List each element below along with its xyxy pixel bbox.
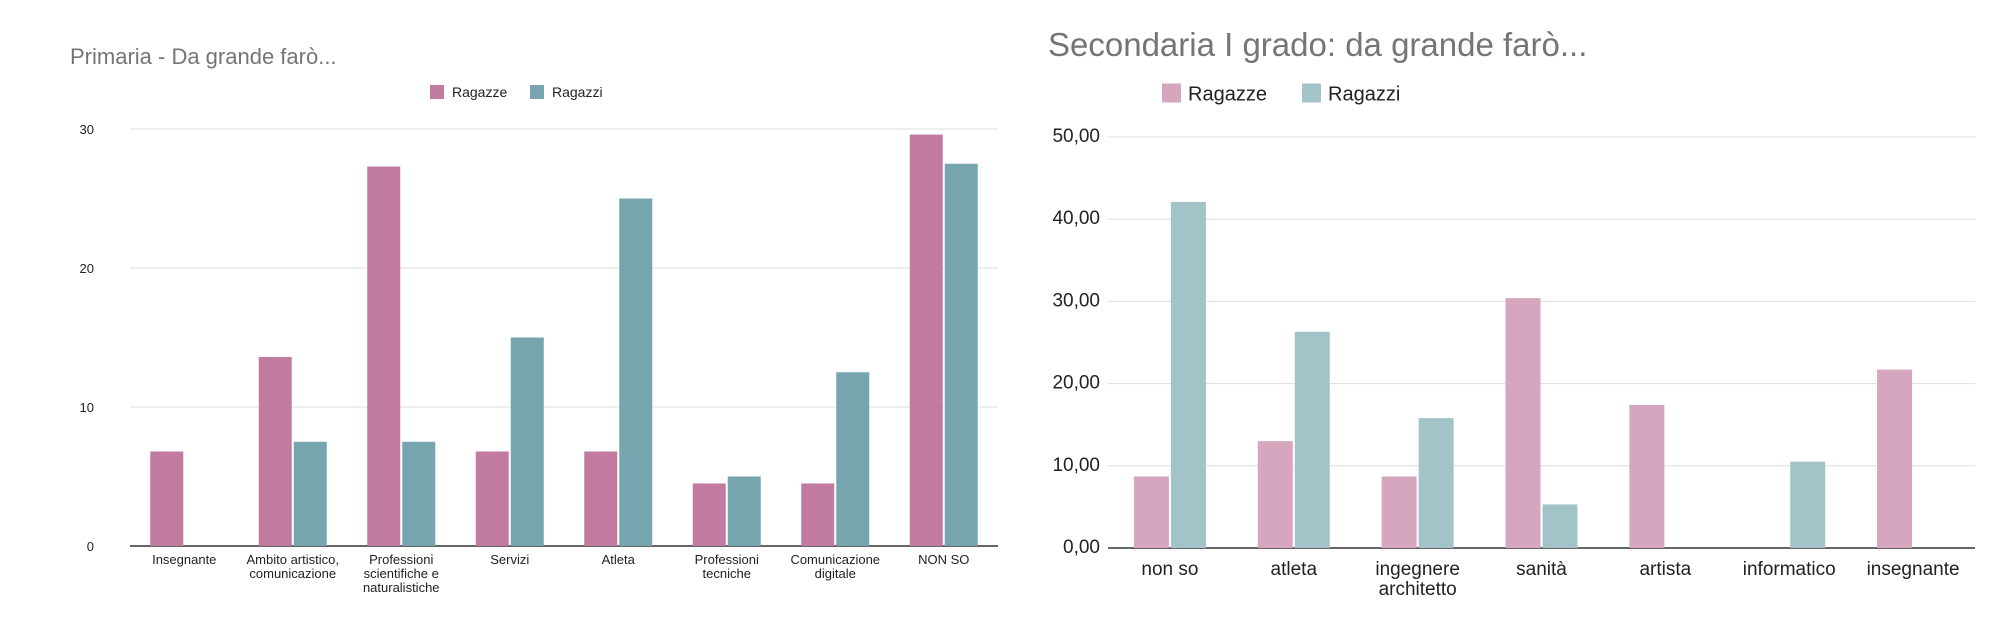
legend-label: Ragazzi xyxy=(1328,84,1400,106)
legend-swatch xyxy=(530,85,544,99)
x-tick-label: atleta xyxy=(1271,559,1318,580)
x-tick-label: Comunicazione digitale xyxy=(790,552,880,581)
bar-ragazzi-1 xyxy=(1294,331,1330,548)
bar-ragazze-4 xyxy=(584,451,618,546)
chart-title: Secondaria I grado: da grande farò... xyxy=(1048,26,1587,63)
bar-ragazzi-2 xyxy=(402,441,436,546)
x-tick-label: artista xyxy=(1639,559,1691,580)
legend-swatch xyxy=(430,85,444,99)
y-tick-label: 30,00 xyxy=(1052,290,1100,311)
bar-ragazzi-3 xyxy=(510,337,544,546)
y-tick-label: 50,00 xyxy=(1052,126,1100,147)
chart-secondaria: Secondaria I grado: da grande farò... Rag… xyxy=(1048,26,1975,600)
legend-item-ragazze: Ragazze xyxy=(430,84,507,100)
x-tick-label: non so xyxy=(1141,559,1198,580)
bar-ragazzi-4 xyxy=(619,198,653,546)
bar-ragazze-3 xyxy=(475,451,509,546)
bar-ragazzi-1 xyxy=(293,441,327,546)
x-tick-label: ingegnere architetto xyxy=(1375,559,1460,600)
x-tick-label: Ambito artistico, comunicazione xyxy=(247,552,339,581)
bar-ragazzi-5 xyxy=(727,476,761,546)
x-tick-label: insegnante xyxy=(1867,559,1960,580)
legend-item-ragazzi: Ragazzi xyxy=(1302,83,1400,106)
x-tick-label: Professioni scientifiche e naturalistiche xyxy=(363,552,440,595)
bar-ragazze-1 xyxy=(258,356,292,546)
x-tick-label: informatico xyxy=(1743,559,1836,580)
y-tick-label: 20,00 xyxy=(1052,373,1100,394)
bar-ragazzi-0 xyxy=(1170,201,1206,549)
x-tick-label: sanità xyxy=(1516,559,1567,580)
x-tick-label: Servizi xyxy=(490,552,529,567)
y-tick-label: 30 xyxy=(80,122,94,137)
y-tick-label: 20 xyxy=(80,261,94,276)
bar-ragazze-7 xyxy=(909,134,943,546)
y-tick-label: 0 xyxy=(87,539,94,554)
legend-swatch xyxy=(1302,83,1321,103)
y-tick-label: 10 xyxy=(80,400,94,415)
y-tick-label: 40,00 xyxy=(1052,208,1100,229)
bar-ragazze-1 xyxy=(1257,441,1293,548)
bar-ragazze-4 xyxy=(1629,404,1665,548)
legend-item-ragazze: Ragazze xyxy=(1162,83,1267,106)
legend-item-ragazzi: Ragazzi xyxy=(530,84,603,100)
bar-ragazzi-3 xyxy=(1542,504,1578,548)
bar-ragazze-0 xyxy=(1133,476,1169,548)
bar-ragazze-6 xyxy=(1877,369,1913,548)
x-tick-label: Professioni tecniche xyxy=(695,552,759,581)
legend-label: Ragazzi xyxy=(552,84,603,100)
chart-primaria: Primaria - Da grande farò... Ragazze Ragaz… xyxy=(70,44,998,595)
bar-ragazze-2 xyxy=(367,166,401,546)
chart-title: Primaria - Da grande farò... xyxy=(70,44,337,69)
bar-ragazze-6 xyxy=(801,483,835,546)
legend-label: Ragazze xyxy=(1188,84,1267,106)
bar-ragazze-2 xyxy=(1381,476,1417,548)
bar-ragazzi-2 xyxy=(1418,418,1454,548)
bar-ragazzi-7 xyxy=(944,163,978,546)
x-tick-label: Insegnante xyxy=(152,552,216,567)
bar-ragazze-3 xyxy=(1505,298,1541,548)
bar-ragazzi-5 xyxy=(1790,461,1826,548)
x-tick-label: NON SO xyxy=(918,552,969,567)
legend-swatch xyxy=(1162,83,1181,103)
bar-ragazze-0 xyxy=(150,451,184,546)
y-tick-label: 0,00 xyxy=(1063,537,1100,558)
y-tick-label: 10,00 xyxy=(1052,455,1100,476)
bar-ragazzi-6 xyxy=(836,372,870,546)
bar-ragazze-5 xyxy=(692,483,726,546)
x-tick-label: Atleta xyxy=(602,552,636,567)
legend-label: Ragazze xyxy=(452,84,507,100)
